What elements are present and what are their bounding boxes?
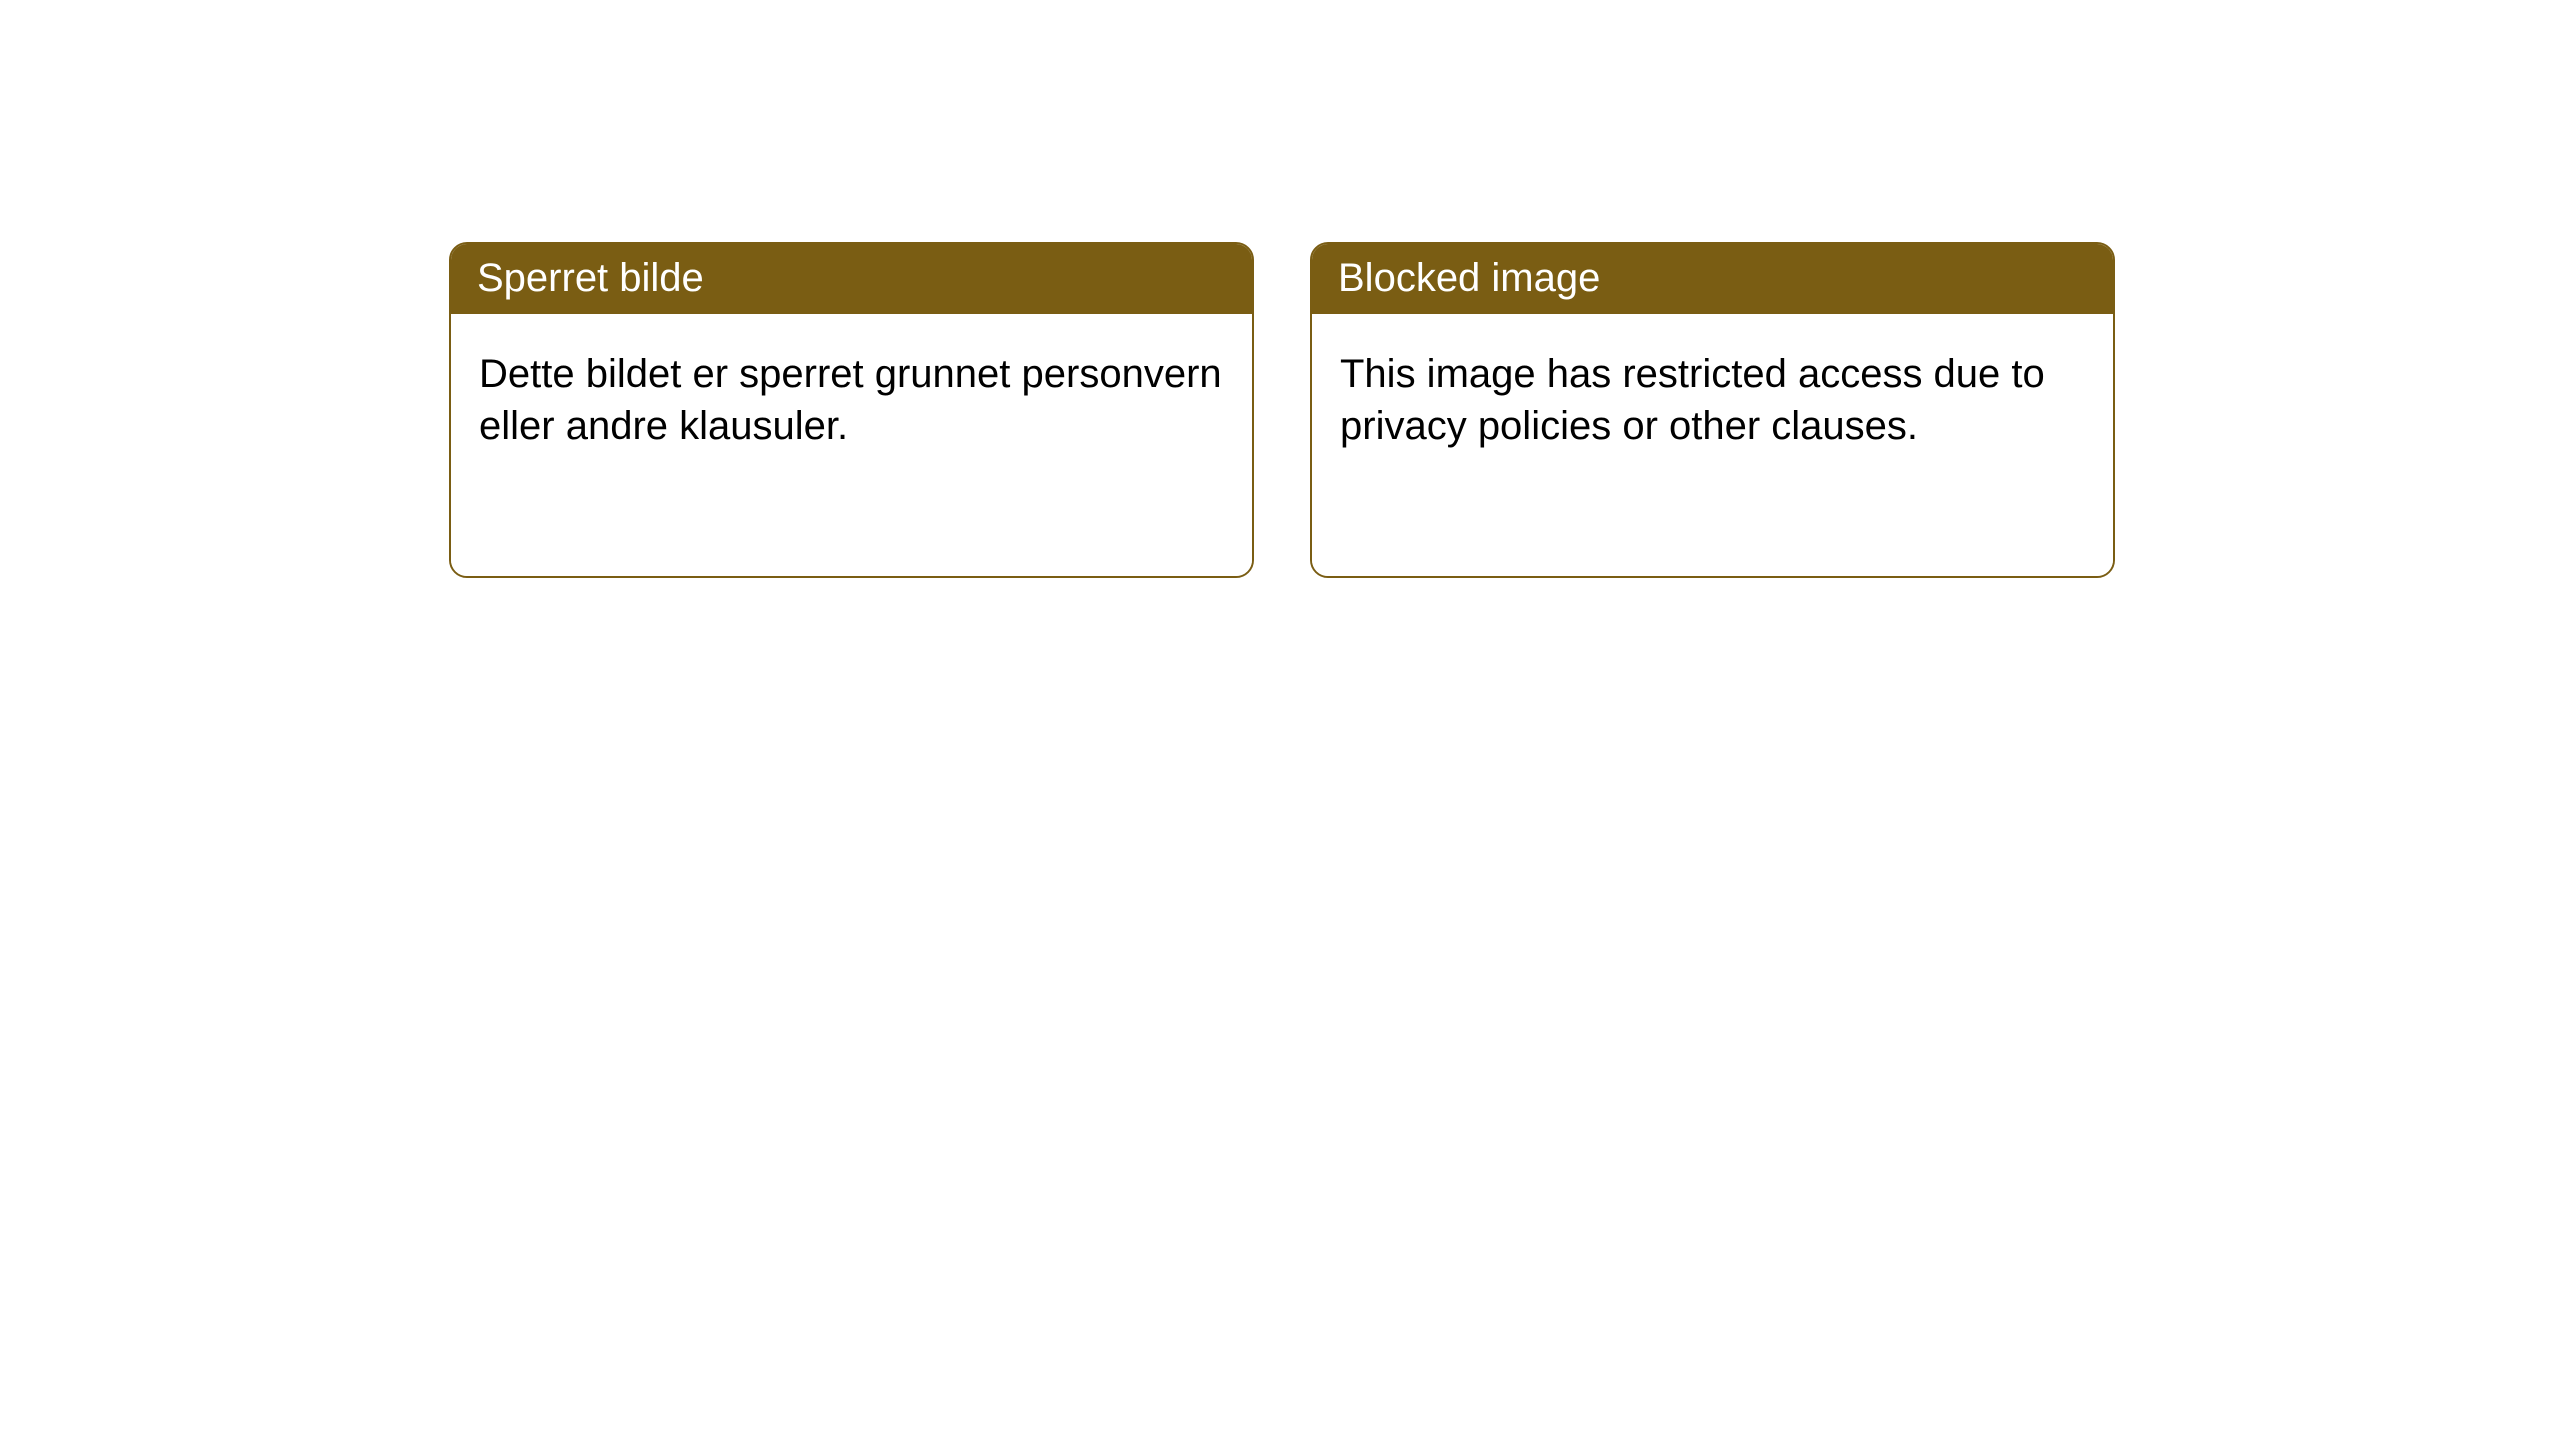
notice-container: Sperret bilde Dette bildet er sperret gr… [449,242,2560,578]
notice-message: This image has restricted access due to … [1340,352,2045,448]
notice-body: Dette bildet er sperret grunnet personve… [451,314,1252,576]
notice-body: This image has restricted access due to … [1312,314,2113,576]
notice-message: Dette bildet er sperret grunnet personve… [479,352,1222,448]
notice-header: Blocked image [1312,244,2113,314]
notice-title: Blocked image [1338,256,1600,300]
notice-box-english: Blocked image This image has restricted … [1310,242,2115,578]
notice-title: Sperret bilde [477,256,704,300]
notice-box-norwegian: Sperret bilde Dette bildet er sperret gr… [449,242,1254,578]
notice-header: Sperret bilde [451,244,1252,314]
